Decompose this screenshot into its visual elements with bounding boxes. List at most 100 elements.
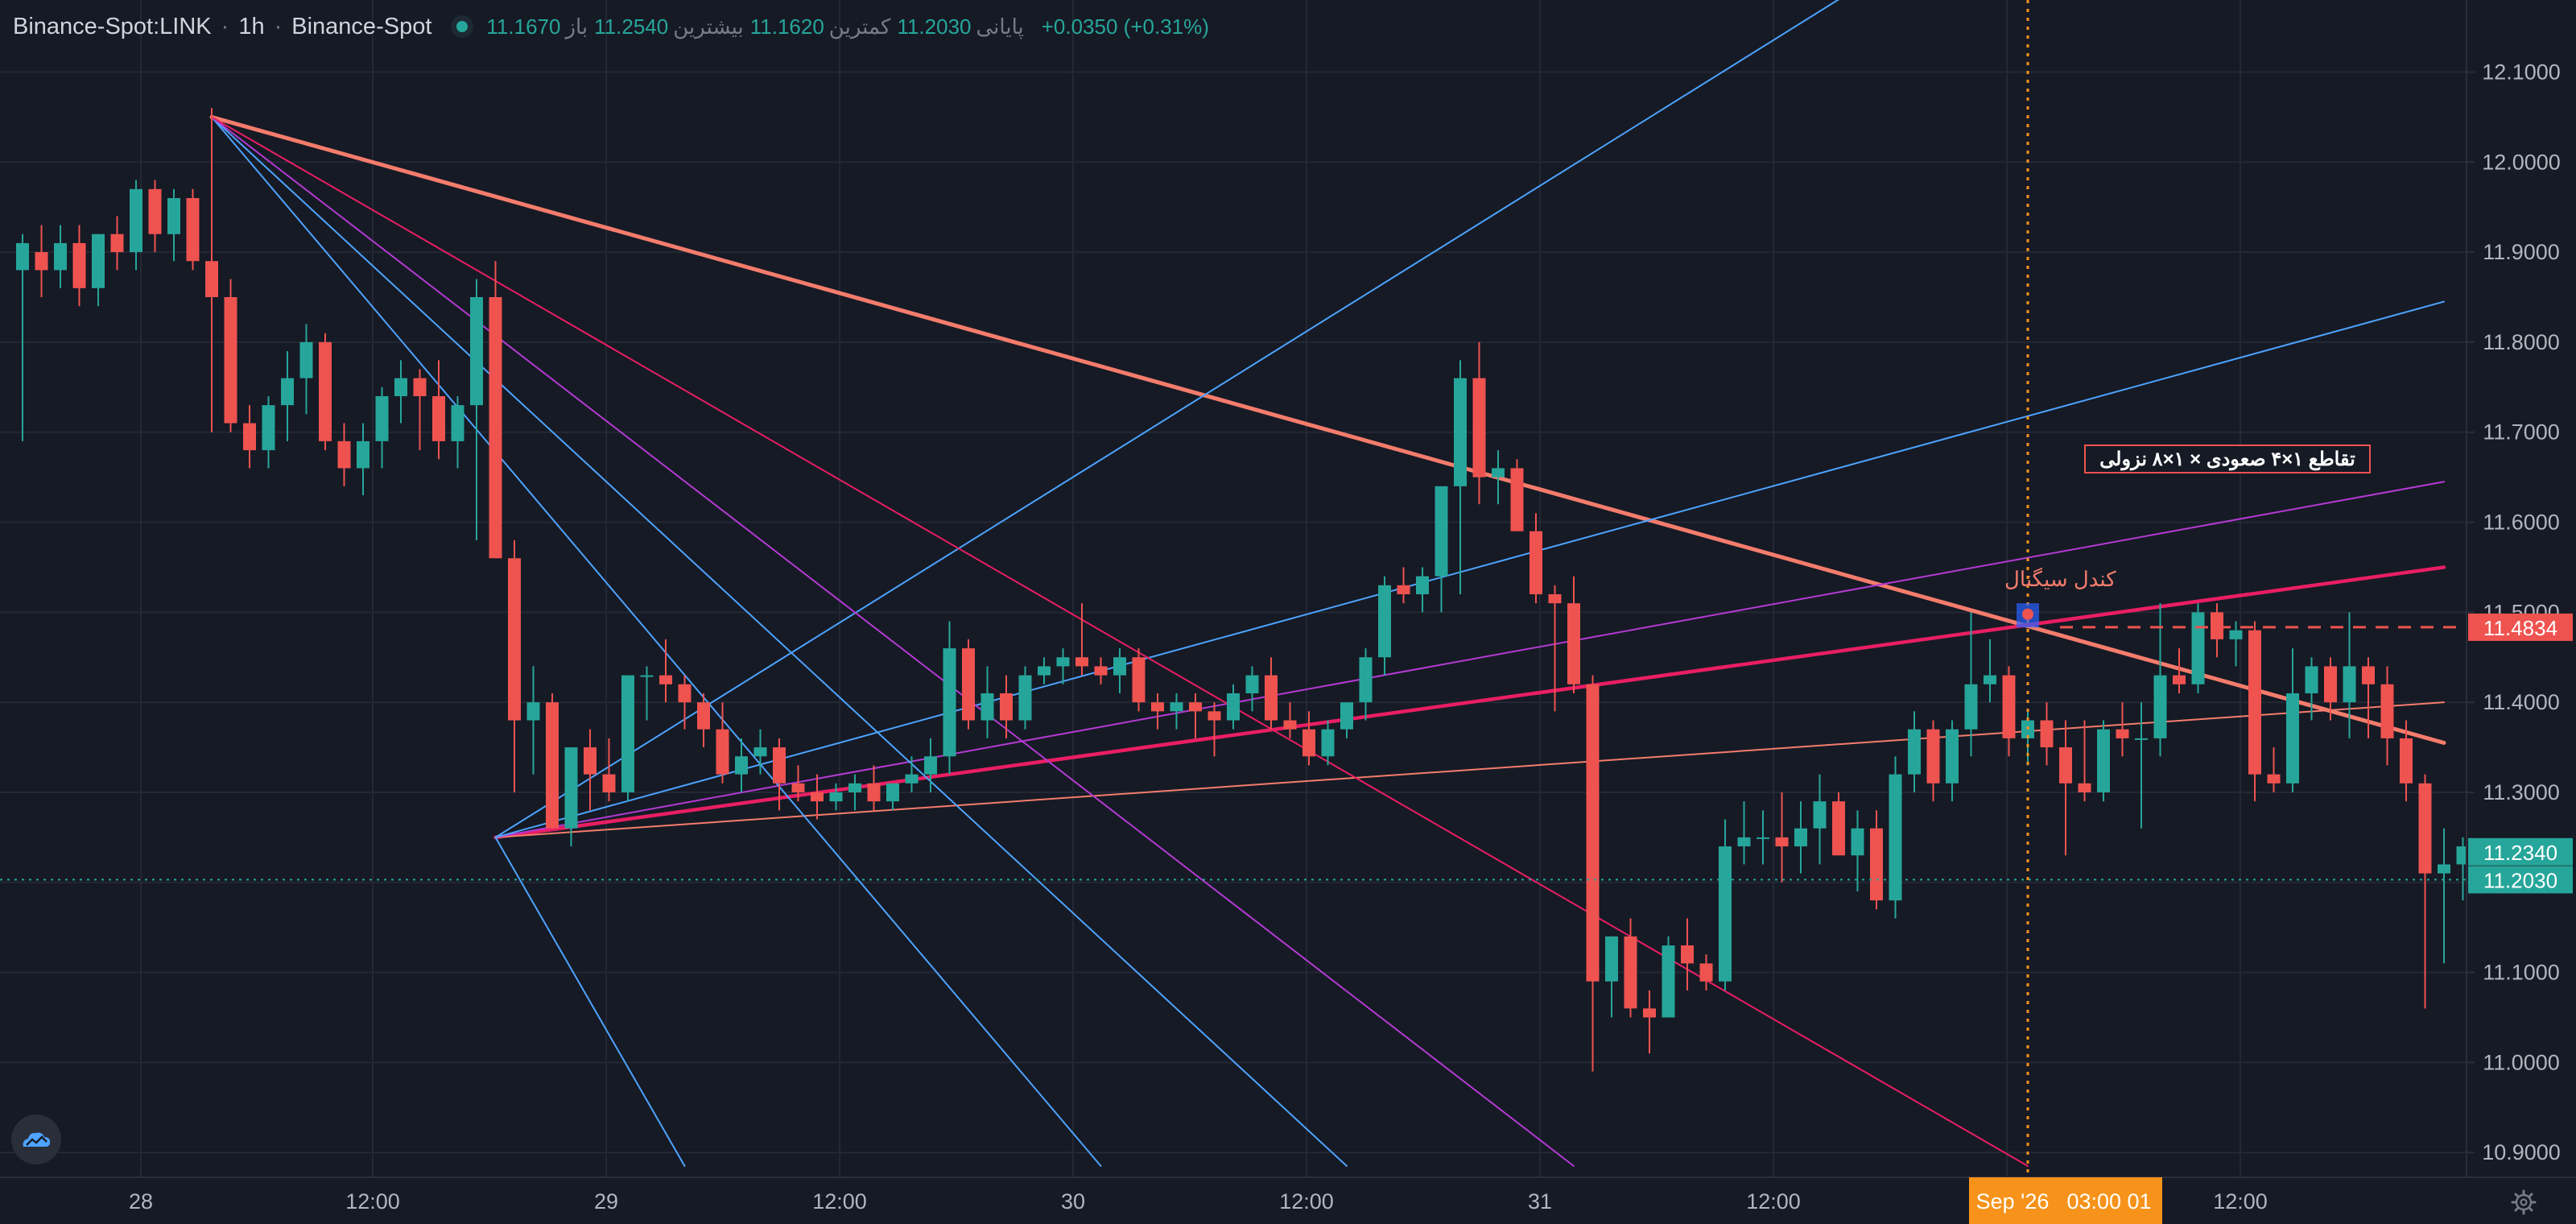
ohlc-values: 11.1670 باز 11.2540 بیشترین 11.1620 کمتر… <box>486 14 1209 39</box>
candle-body <box>829 792 843 802</box>
candle <box>1964 612 1978 757</box>
price-tick-label: 12.0000 <box>2482 150 2561 174</box>
candle-body <box>1794 828 1807 847</box>
candle <box>886 783 899 811</box>
signal-annotation-text: تقاطع ۱×۴ صعودی × ۱×۸ نزولی <box>2099 449 2355 471</box>
candle <box>697 693 710 748</box>
candle-body <box>1245 675 1259 693</box>
candle-body <box>1964 684 1978 730</box>
candle-body <box>394 378 407 396</box>
candle-body <box>1719 846 1732 982</box>
fan-line <box>494 481 2445 838</box>
candle-body <box>337 440 351 469</box>
candle-body <box>1567 603 1580 684</box>
candle <box>1984 639 1996 703</box>
price-tick-label: 11.1000 <box>2483 961 2560 985</box>
candle <box>735 738 748 792</box>
candle <box>1302 711 1315 766</box>
candle-body <box>1435 486 1448 577</box>
price-tick-label: 11.4000 <box>2483 690 2560 714</box>
price-tick-label: 11.0000 <box>2483 1050 2560 1074</box>
candle <box>1208 702 1221 757</box>
candle <box>281 351 294 441</box>
candle <box>337 423 351 486</box>
candle <box>2153 603 2167 757</box>
candle-body <box>1454 378 1467 486</box>
candle <box>92 234 105 307</box>
candle-body <box>148 188 162 234</box>
candle-body <box>1321 729 1335 757</box>
candle <box>2400 720 2413 802</box>
candle <box>1794 801 1807 874</box>
interval[interactable]: 1h <box>238 13 265 39</box>
candle-body <box>867 783 881 802</box>
candle <box>110 216 124 271</box>
candle-body <box>905 774 919 784</box>
market-status-icon[interactable] <box>451 15 474 38</box>
price-scale-bg <box>2467 0 2576 1224</box>
candle <box>2418 774 2432 1009</box>
candle <box>1492 450 1505 505</box>
candle <box>1567 576 1580 693</box>
time-tick-label: Sep '26 <box>1976 1189 2050 1214</box>
candle-body <box>1699 963 1713 982</box>
candle-body <box>962 648 975 721</box>
time-tick-label: 28 <box>129 1189 153 1214</box>
candle <box>1624 918 1637 1018</box>
candle <box>526 666 540 775</box>
candle <box>1870 810 1883 910</box>
candle <box>2078 720 2091 802</box>
settings-gear-icon[interactable] <box>2510 1189 2537 1216</box>
candle <box>791 765 805 802</box>
candle-body <box>716 729 729 775</box>
candle-body <box>546 702 559 829</box>
time-tick-label: 03:00 01 <box>2066 1189 2151 1214</box>
candle-body <box>773 747 786 784</box>
fan-lines <box>209 0 2446 1167</box>
candle <box>905 756 919 792</box>
candle-body <box>791 783 805 792</box>
candle-body <box>2324 666 2337 703</box>
tradingview-logo-icon[interactable] <box>11 1114 61 1164</box>
signal-dot <box>2022 608 2033 620</box>
price-badge-last-bg <box>2468 866 2573 894</box>
candle <box>2267 747 2281 792</box>
candle <box>1359 648 1373 721</box>
candle-body <box>2229 630 2243 639</box>
candle-body <box>1113 657 1126 676</box>
candle-body <box>1624 936 1637 1009</box>
candle <box>2324 657 2337 721</box>
candle-body <box>1227 693 1240 721</box>
candle <box>148 180 162 253</box>
candle-body <box>413 378 427 396</box>
candle <box>1283 702 1297 738</box>
candle-body <box>1378 585 1391 658</box>
candle <box>2229 621 2243 667</box>
candle <box>2286 648 2299 792</box>
candle <box>943 621 956 775</box>
change-value: +0.0350 (+0.31%) <box>1041 14 1209 39</box>
candle-body <box>1132 657 1146 703</box>
candle <box>1832 792 1845 856</box>
candle-body <box>980 693 994 721</box>
candle-body <box>1548 593 1562 604</box>
candle <box>753 729 767 775</box>
time-tick-label: 12:00 <box>812 1189 867 1214</box>
candle-body <box>299 341 313 378</box>
candle <box>584 729 597 811</box>
candle <box>1699 954 1713 990</box>
candle-body <box>1397 585 1410 594</box>
low-label: کمترین <box>828 14 891 39</box>
chart-legend: Binance-Spot:LINK · 1h · Binance-Spot 11… <box>13 8 1209 45</box>
candle <box>130 180 142 271</box>
candle <box>1435 486 1448 613</box>
candle <box>262 395 275 469</box>
candle <box>1094 657 1108 684</box>
symbol-name[interactable]: Binance-Spot:LINK <box>13 13 212 39</box>
candle <box>72 225 86 307</box>
price-badge-level: 11.4834 <box>2483 616 2557 640</box>
candle-body <box>1643 1008 1656 1018</box>
candle <box>1075 603 1088 676</box>
candle-body <box>2380 684 2394 738</box>
